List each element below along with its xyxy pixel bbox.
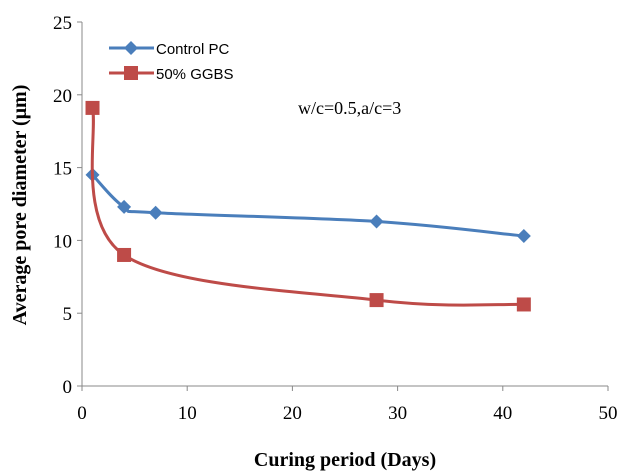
y-tick-label: 5 (63, 304, 73, 325)
data-point-marker (117, 199, 132, 214)
data-point-marker (117, 247, 132, 262)
axes (77, 21, 609, 391)
x-tick-label: 20 (283, 403, 302, 424)
y-tick-label: 10 (53, 231, 72, 252)
x-tick-label: 40 (493, 403, 512, 424)
series-layer (85, 100, 531, 312)
legend-item: 50% GGBS (109, 66, 234, 83)
y-axis-title: Average pore diameter (μm) (9, 85, 31, 326)
x-tick-label: 0 (77, 403, 87, 424)
legend-label: 50% GGBS (156, 66, 234, 83)
x-tick-label: 10 (178, 403, 197, 424)
data-point-marker (148, 205, 163, 220)
data-point-marker (516, 229, 531, 244)
x-tick-label: 30 (388, 403, 407, 424)
series-line (91, 173, 524, 238)
legend-item: Control PC (109, 41, 230, 58)
legend-swatch-marker (124, 66, 138, 80)
y-tick-label: 15 (53, 159, 72, 180)
tick-labels: 0 5 10 15 20 25 0 10 20 30 40 50 (53, 13, 618, 424)
data-point-marker (516, 297, 531, 312)
annotation-wc-ratio: w/c=0.5,a/c=3 (298, 98, 401, 118)
series-control-pc (85, 167, 531, 244)
x-tick-label: 50 (599, 403, 618, 424)
y-tick-label: 0 (63, 377, 73, 398)
y-tick-label: 25 (53, 13, 72, 34)
series-line (90, 107, 524, 307)
data-point-marker (369, 214, 384, 229)
data-point-marker (85, 100, 100, 115)
x-axis-title: Curing period (Days) (254, 449, 436, 471)
legend-swatch-marker (124, 41, 138, 55)
legend-label: Control PC (156, 41, 230, 58)
legend: Control PC 50% GGBS (109, 41, 234, 83)
y-tick-label: 20 (53, 86, 72, 107)
series-ggbs-50 (85, 100, 531, 312)
data-point-marker (369, 293, 384, 308)
